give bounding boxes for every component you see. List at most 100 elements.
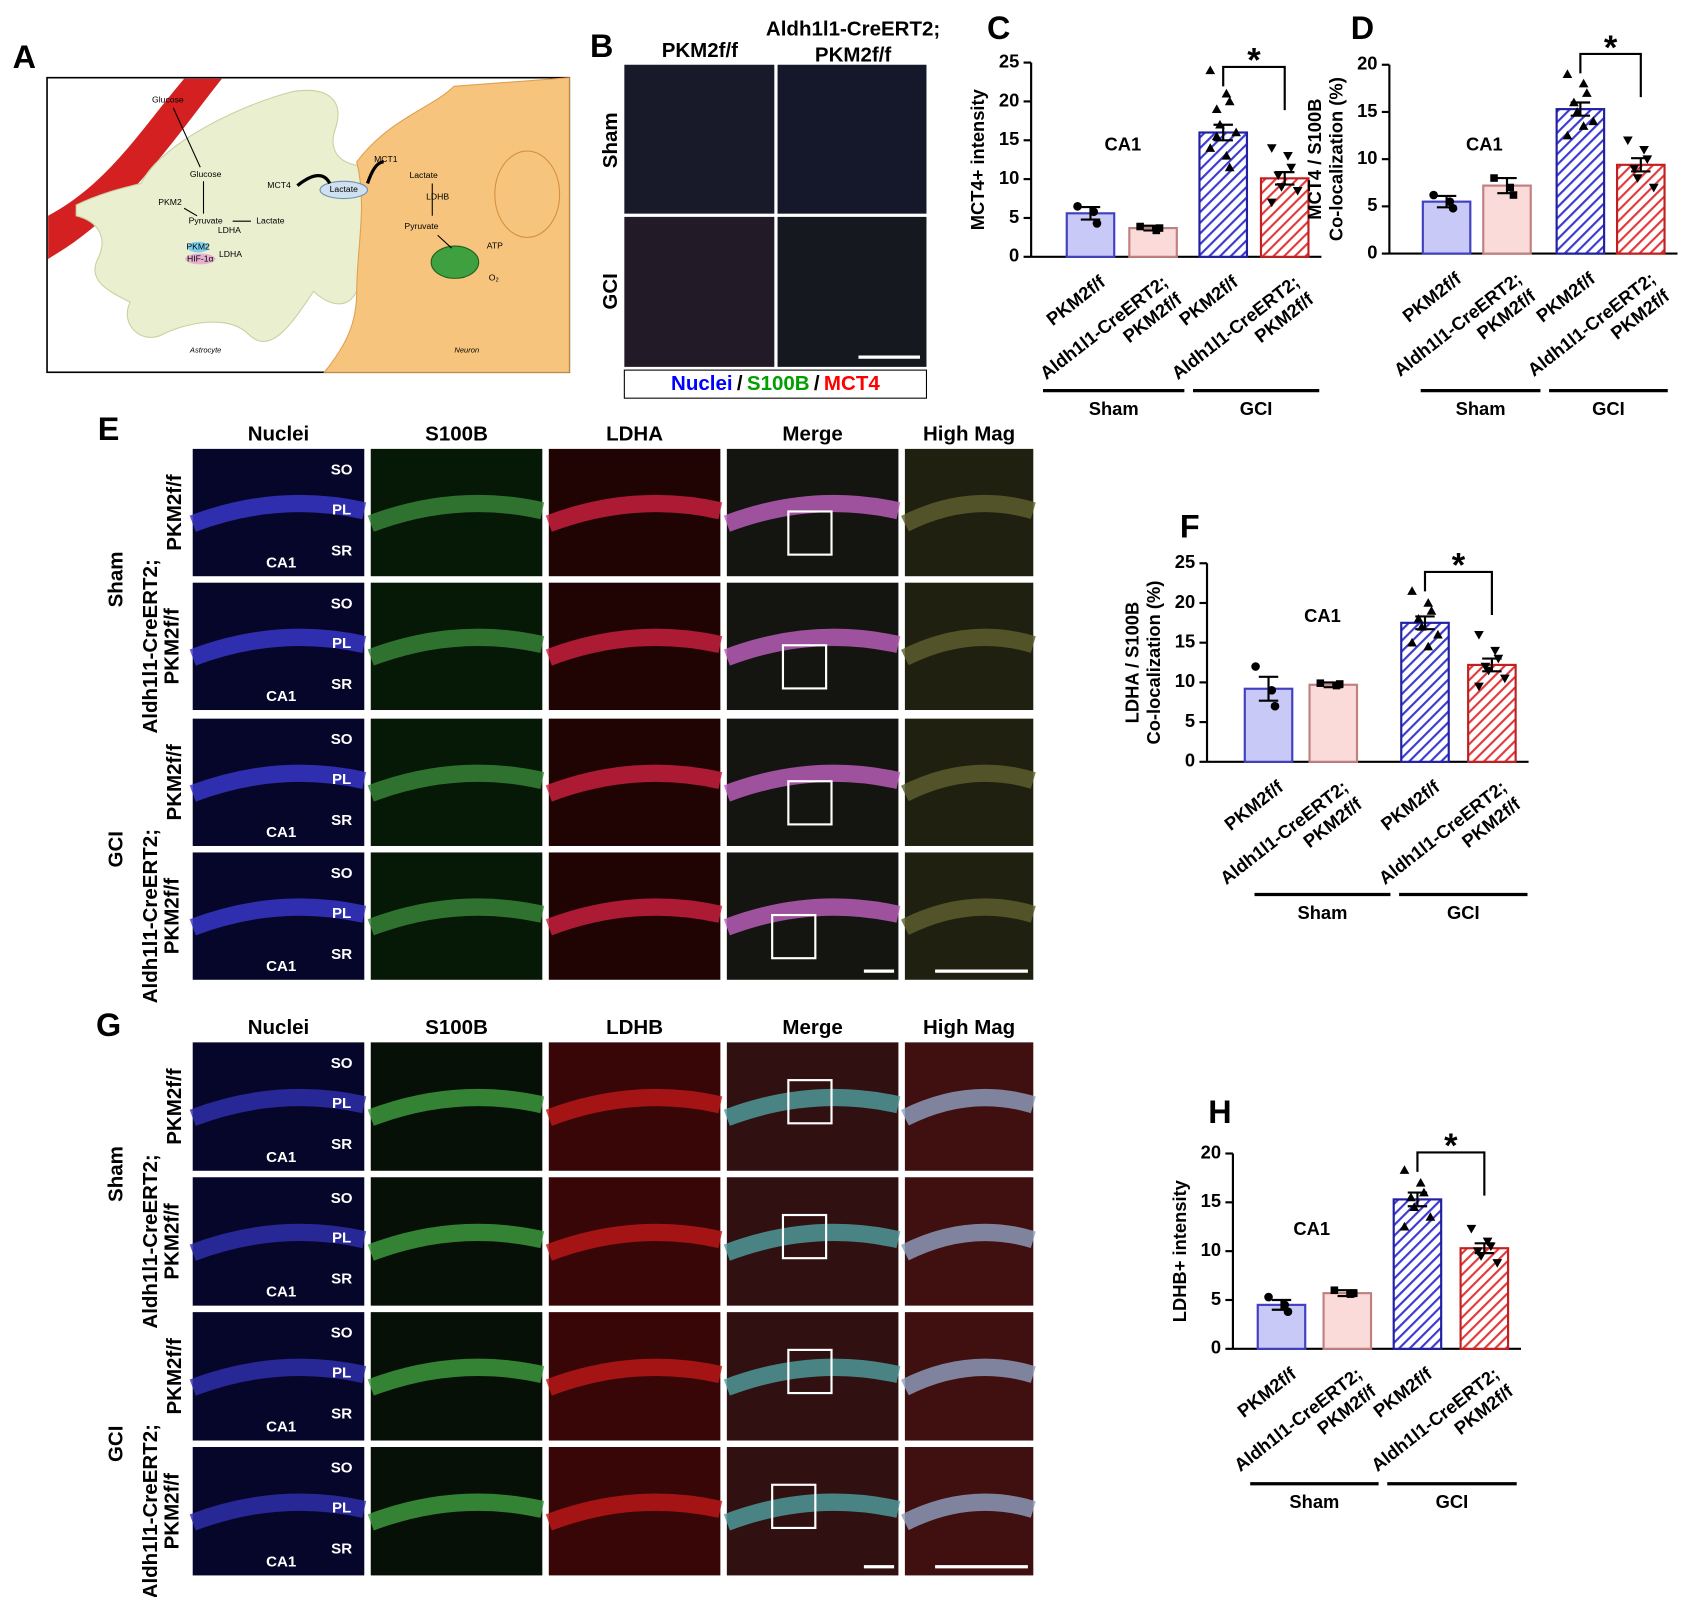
data-point <box>1476 1252 1486 1261</box>
panel-label: G <box>96 1007 121 1043</box>
diagram-label: Pyruvate <box>189 215 223 225</box>
group-label: GCI <box>105 831 128 867</box>
data-point <box>1276 183 1287 192</box>
data-point <box>1490 174 1498 182</box>
group-label: GCI <box>105 1426 128 1462</box>
layer-label: SR <box>331 1541 352 1558</box>
cell-layer <box>189 1358 367 1396</box>
cell-layer <box>367 1493 545 1531</box>
column-label: High Mag <box>923 422 1015 445</box>
group-label: GCI <box>1240 398 1273 419</box>
group-label: GCI <box>1447 902 1480 923</box>
data-point <box>1509 191 1518 199</box>
diagram-label: MCT4 <box>267 180 291 190</box>
y-tick-label: 10 <box>1175 670 1195 691</box>
panel-label: D <box>1351 10 1374 46</box>
data-point <box>1136 222 1144 231</box>
data-point <box>1280 1300 1290 1310</box>
data-point <box>1155 224 1164 232</box>
y-tick-label: 20 <box>999 89 1019 110</box>
y-tick-label: 5 <box>1211 1288 1221 1309</box>
legend-separator: / <box>814 373 820 396</box>
panel-label: F <box>1180 508 1200 544</box>
column-label: High Mag <box>923 1016 1015 1039</box>
group-label: GCI <box>1436 1491 1469 1512</box>
zoom-box <box>771 913 817 960</box>
y-tick-label: 0 <box>1185 750 1195 771</box>
micrograph <box>777 216 927 367</box>
y-axis-label: Co-localization (%) <box>1325 77 1346 241</box>
data-point <box>1089 207 1099 217</box>
cell-layer <box>545 1088 723 1126</box>
data-point <box>1399 1221 1410 1231</box>
data-point <box>1316 679 1325 687</box>
cell-layer <box>723 898 901 936</box>
cell-layer <box>189 1223 367 1261</box>
data-point <box>1205 65 1216 75</box>
zoom-box <box>787 510 833 556</box>
cell-layer <box>545 764 723 802</box>
data-point <box>1490 646 1500 656</box>
legend: Nuclei / S100B / MCT4 <box>671 373 880 396</box>
layer-label: PL <box>332 501 351 518</box>
data-point <box>1474 682 1484 692</box>
layer-label: PL <box>332 1230 351 1247</box>
diagram-label: LDHB <box>426 192 449 202</box>
data-point <box>1349 1289 1358 1297</box>
diagram-label: Lactate <box>409 170 437 180</box>
layer-label: PL <box>332 771 351 788</box>
cell-layer <box>723 1223 901 1261</box>
data-point <box>1413 614 1424 623</box>
region-label: CA1 <box>266 688 296 705</box>
data-point <box>1407 637 1417 647</box>
bar <box>1467 663 1517 763</box>
data-point <box>1224 162 1235 172</box>
genotype-label: PKM2f/f <box>161 1473 184 1549</box>
cell-layer <box>901 1223 1036 1261</box>
data-point <box>1492 1259 1503 1268</box>
data-point <box>1639 145 1649 155</box>
data-point <box>1330 1286 1339 1295</box>
y-tick-label: 25 <box>1175 551 1195 572</box>
data-point <box>1578 121 1589 130</box>
bar <box>1308 683 1359 763</box>
column-label: Merge <box>782 422 842 445</box>
layer-label: SR <box>331 676 352 693</box>
layer-label: SR <box>331 1136 352 1153</box>
group-label: Sham <box>105 1146 128 1202</box>
data-point <box>1407 586 1417 595</box>
y-axis-label: MCT4+ intensity <box>967 88 988 230</box>
cell-layer <box>545 628 723 666</box>
data-point <box>1429 190 1438 200</box>
bar <box>1322 1292 1373 1350</box>
layer-label: SO <box>331 1460 353 1477</box>
panel-label: C <box>987 10 1010 46</box>
bar <box>1256 1303 1307 1350</box>
data-point <box>1211 104 1222 113</box>
cell-layer <box>723 628 901 666</box>
panel-label: A <box>13 39 36 75</box>
cell-layer <box>901 1358 1036 1396</box>
data-point <box>1231 127 1242 137</box>
cell-layer <box>189 898 367 936</box>
cell-layer <box>367 628 545 666</box>
data-point <box>1483 666 1494 676</box>
data-point <box>1493 654 1504 664</box>
significance-bracket <box>1579 52 1642 98</box>
micrograph <box>624 216 775 367</box>
cell-layer <box>901 1088 1036 1126</box>
bar <box>1198 131 1249 258</box>
data-point <box>1423 641 1434 651</box>
layer-label: PL <box>332 1095 351 1112</box>
genotype-label: PKM2f/f <box>163 1338 186 1414</box>
arrows <box>172 107 453 249</box>
data-point <box>1588 116 1599 126</box>
row-label: GCI <box>599 273 622 309</box>
y-tick-label: 10 <box>1357 147 1377 168</box>
significance-label: * <box>1604 29 1618 67</box>
diagram-label: PKM2 <box>186 241 210 251</box>
cell-layer <box>545 1358 723 1396</box>
diagram-label: O₂ <box>489 273 499 283</box>
group-label: GCI <box>1592 398 1625 419</box>
zoom-box <box>787 1079 833 1125</box>
